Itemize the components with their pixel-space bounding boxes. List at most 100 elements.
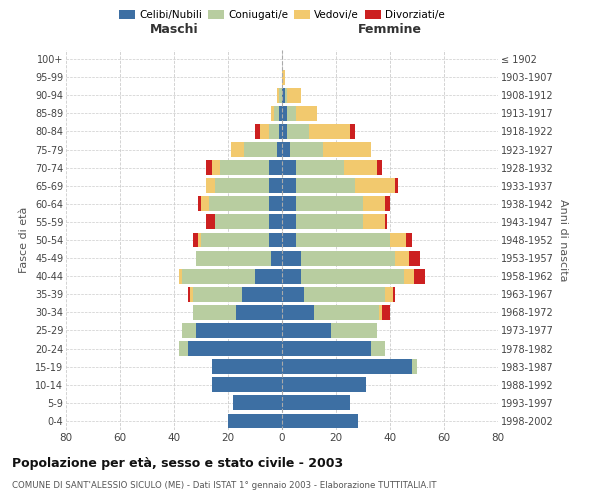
Bar [412,359,417,374]
Bar [233,396,282,410]
Bar [282,232,296,248]
Y-axis label: Fasce di età: Fasce di età [19,207,29,273]
Bar [323,142,371,157]
Bar [296,178,355,193]
Bar [349,124,355,139]
Bar [363,214,385,230]
Bar [212,378,282,392]
Bar [282,287,304,302]
Bar [314,305,379,320]
Bar [404,269,415,283]
Bar [385,196,390,211]
Bar [280,124,282,139]
Bar [255,269,282,283]
Bar [296,214,363,230]
Y-axis label: Anni di nascita: Anni di nascita [557,198,568,281]
Bar [206,214,215,230]
Bar [193,232,198,248]
Bar [385,214,388,230]
Bar [282,88,285,102]
Bar [287,106,296,121]
Bar [282,269,301,283]
Bar [282,196,296,211]
Bar [201,232,269,248]
Bar [193,305,236,320]
Bar [220,160,269,175]
Bar [382,305,390,320]
Bar [269,196,282,211]
Bar [201,196,209,211]
Bar [269,232,282,248]
Text: Femmine: Femmine [358,22,422,36]
Bar [209,196,269,211]
Bar [193,287,241,302]
Bar [179,269,182,283]
Bar [296,196,363,211]
Bar [282,341,371,356]
Bar [395,250,409,266]
Bar [390,232,406,248]
Bar [385,287,393,302]
Bar [282,359,412,374]
Bar [269,160,282,175]
Bar [296,160,344,175]
Bar [277,88,280,102]
Bar [271,250,282,266]
Bar [331,323,377,338]
Bar [230,142,244,157]
Bar [393,287,395,302]
Bar [187,287,190,302]
Bar [290,142,323,157]
Bar [282,160,296,175]
Bar [344,160,377,175]
Bar [287,88,301,102]
Bar [190,287,193,302]
Bar [282,142,290,157]
Bar [282,378,366,392]
Legend: Celibi/Nubili, Coniugati/e, Vedovi/e, Divorziati/e: Celibi/Nubili, Coniugati/e, Vedovi/e, Di… [115,6,449,25]
Bar [206,178,215,193]
Bar [282,323,331,338]
Bar [196,323,282,338]
Bar [182,269,255,283]
Bar [282,106,287,121]
Bar [309,124,349,139]
Bar [282,414,358,428]
Bar [212,359,282,374]
Bar [301,269,404,283]
Bar [236,305,282,320]
Bar [187,341,282,356]
Bar [285,88,287,102]
Bar [179,341,187,356]
Bar [379,305,382,320]
Bar [277,142,282,157]
Bar [182,323,196,338]
Bar [215,178,269,193]
Bar [377,160,382,175]
Bar [269,124,280,139]
Bar [198,196,201,211]
Bar [255,124,260,139]
Bar [212,160,220,175]
Bar [241,287,282,302]
Bar [282,250,301,266]
Bar [296,106,317,121]
Bar [260,124,269,139]
Bar [363,196,385,211]
Bar [228,414,282,428]
Bar [282,305,314,320]
Bar [304,287,385,302]
Bar [296,232,390,248]
Bar [244,142,277,157]
Bar [269,214,282,230]
Bar [198,232,201,248]
Bar [282,178,296,193]
Bar [301,250,395,266]
Text: COMUNE DI SANT'ALESSIO SICULO (ME) - Dati ISTAT 1° gennaio 2003 - Elaborazione T: COMUNE DI SANT'ALESSIO SICULO (ME) - Dat… [12,481,437,490]
Bar [415,269,425,283]
Bar [271,106,274,121]
Bar [282,70,285,84]
Bar [280,88,282,102]
Text: Maschi: Maschi [149,22,199,36]
Bar [280,106,282,121]
